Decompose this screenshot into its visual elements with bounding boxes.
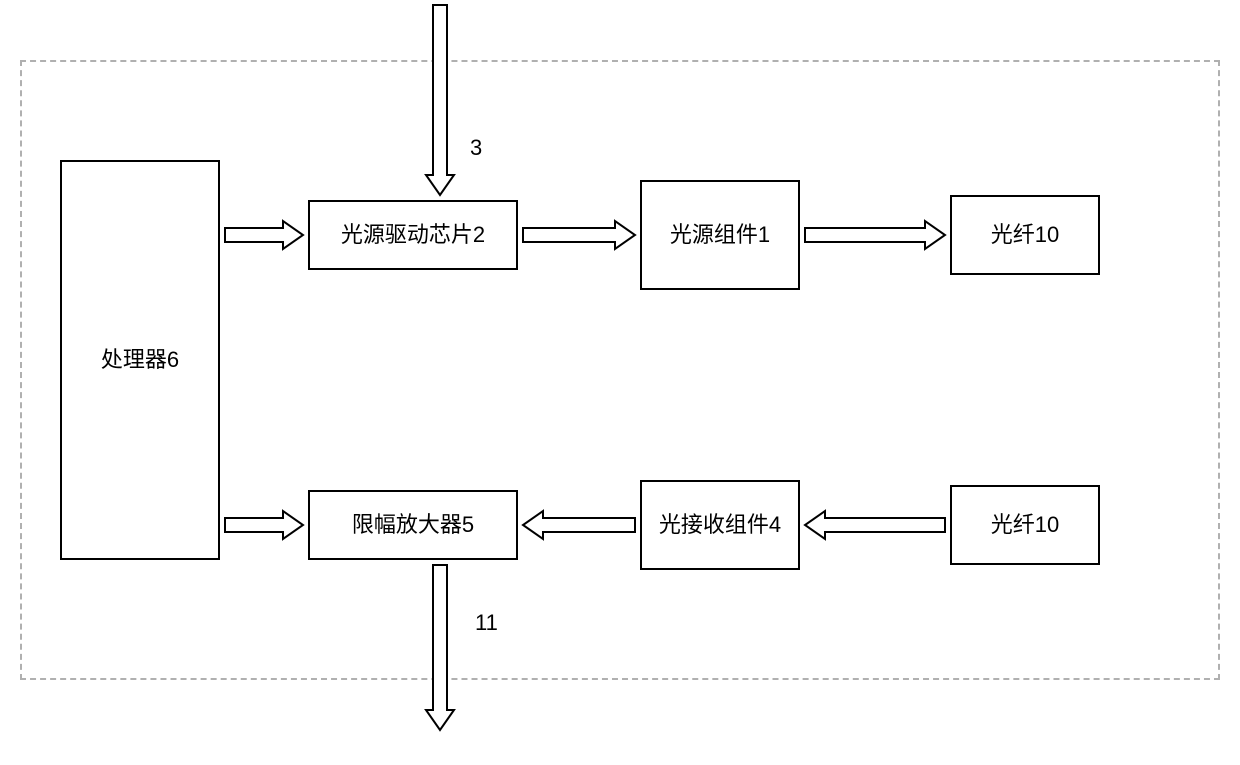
arrow-drv-to-src [523,221,635,249]
arrow-recv-to-amp [523,511,635,539]
arrow-src-to-fiber [805,221,945,249]
arrows-layer [0,0,1240,765]
arrow-amp-out [426,565,454,730]
arrow-fiber-to-recv [805,511,945,539]
arrow-proc-to-drv [225,221,303,249]
arrow-in-top [426,5,454,195]
arrow-proc-to-amp [225,511,303,539]
